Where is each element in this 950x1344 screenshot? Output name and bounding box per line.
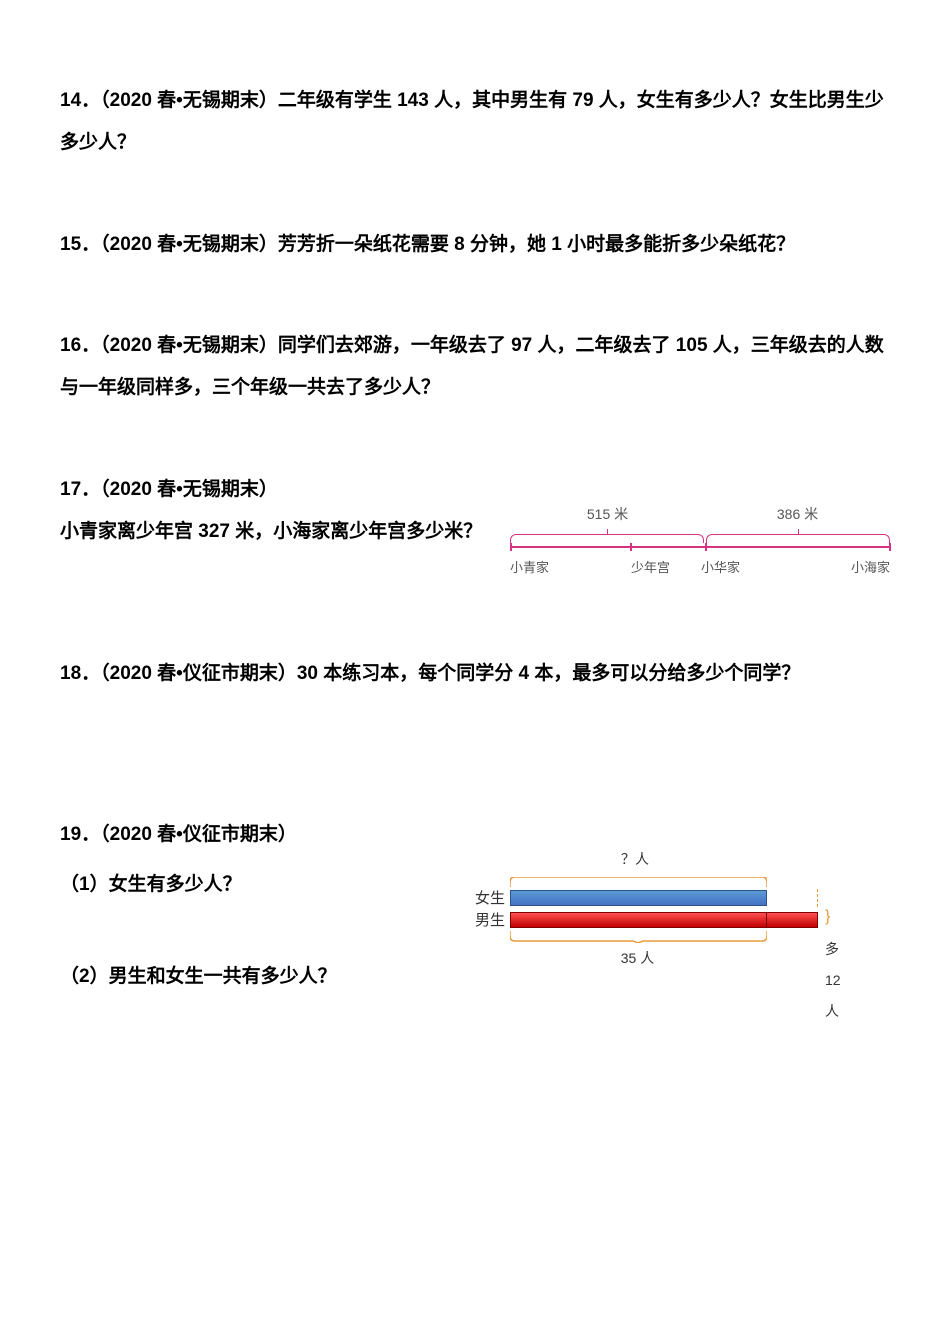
distance-label-2: 386 米	[705, 499, 890, 530]
unknown-count-label: ？人	[621, 851, 649, 867]
boy-bar	[510, 912, 767, 928]
q19-boy-row: 男生 } 多 12人	[460, 909, 840, 931]
question-number: 17．	[60, 479, 100, 500]
brace-icon: }	[825, 908, 830, 925]
q17-text-block: 17．（2020 春•无锡期末） 小青家离少年宫 327 米，小海家离少年宫多少…	[60, 469, 500, 553]
boy-bar-extra	[767, 912, 818, 928]
extra-label: } 多 12人	[820, 899, 841, 1027]
q19-diagram: ？人 女生 男生 } 多 12人	[460, 844, 840, 974]
girl-bar	[510, 890, 767, 906]
tick-2	[630, 543, 632, 551]
question-number: 15．	[60, 234, 100, 255]
point-label-3: 小华家	[670, 554, 740, 583]
sub-question-2: （2）男生和女生一共有多少人？	[60, 956, 440, 998]
question-text: （2020 春•仪征市期末）30 本练习本，每个同学分 4 本，最多可以分给多少…	[100, 663, 800, 684]
q17-diagram: 515 米 386 米 小青家 少年宫 小华家 小海家	[510, 499, 890, 582]
tick-1	[510, 543, 512, 551]
question-line2: 小青家离少年宫 327 米，小海家离少年宫多少米？	[60, 521, 482, 542]
question-text: （2020 春•无锡期末）二年级有学生 143 人，其中男生有 79 人，女生有…	[60, 90, 884, 153]
question-17: 17．（2020 春•无锡期末） 小青家离少年宫 327 米，小海家离少年宫多少…	[60, 469, 890, 553]
q19-top-label: ？人	[505, 844, 765, 875]
question-number: 18．	[60, 663, 100, 684]
sub-question-1: （1）女生有多少人？	[60, 864, 440, 906]
extra-count-text: 多 12人	[825, 941, 841, 1019]
tick-3	[705, 543, 707, 551]
q17-top-labels: 515 米 386 米	[510, 499, 890, 530]
bracket-2	[706, 534, 890, 543]
question-19: 19．（2020 春•仪征市期末） （1）女生有多少人？ （2）男生和女生一共有…	[60, 814, 890, 997]
q17-brackets	[510, 530, 890, 542]
dash-extension	[767, 889, 818, 907]
question-text: （2020 春•无锡期末）同学们去郊游，一年级去了 97 人，二年级去了 105…	[60, 335, 884, 398]
question-16: 16．（2020 春•无锡期末）同学们去郊游，一年级去了 97 人，二年级去了 …	[60, 325, 890, 409]
question-header: （2020 春•仪征市期末）	[100, 824, 297, 845]
q17-bottom-labels: 小青家 少年宫 小华家 小海家	[510, 554, 890, 583]
question-number: 16．	[60, 335, 100, 356]
point-label-4: 小海家	[740, 554, 890, 583]
question-14: 14．（2020 春•无锡期末）二年级有学生 143 人，其中男生有 79 人，…	[60, 80, 890, 164]
question-text: （2020 春•无锡期末）芳芳折一朵纸花需要 8 分钟，她 1 小时最多能折多少…	[100, 234, 795, 255]
q19-girl-row: 女生	[460, 887, 840, 909]
question-number: 14．	[60, 90, 100, 111]
page-content: 14．（2020 春•无锡期末）二年级有学生 143 人，其中男生有 79 人，…	[0, 0, 950, 1098]
question-18: 18．（2020 春•仪征市期末）30 本练习本，每个同学分 4 本，最多可以分…	[60, 653, 890, 695]
point-label-2: 少年宫	[560, 554, 670, 583]
distance-label-1: 515 米	[510, 499, 705, 530]
q17-number-line	[510, 546, 890, 548]
q19-text-block: 19．（2020 春•仪征市期末） （1）女生有多少人？ （2）男生和女生一共有…	[60, 814, 440, 997]
q19-bottom-bracket: 35 人	[510, 931, 765, 974]
bracket-1	[510, 534, 704, 543]
question-15: 15．（2020 春•无锡期末）芳芳折一朵纸花需要 8 分钟，她 1 小时最多能…	[60, 224, 890, 266]
bottom-count-label: 35 人	[510, 943, 765, 974]
question-header: （2020 春•无锡期末）	[100, 479, 278, 500]
question-number: 19．	[60, 824, 100, 845]
boy-label: 男生	[460, 904, 510, 937]
tick-4	[889, 543, 891, 551]
q19-top-bracket	[510, 877, 767, 887]
point-label-1: 小青家	[510, 554, 560, 583]
